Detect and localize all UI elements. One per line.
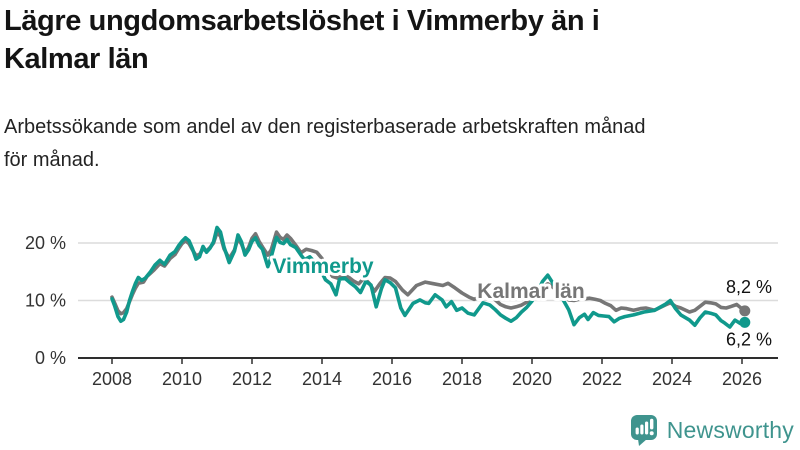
y-tick-label-0: 0 %	[35, 348, 66, 368]
x-tick-label-2018: 2018	[442, 369, 482, 389]
chart-title-line1: Lägre ungdomsarbetslöshet i Vimmerby än …	[4, 5, 600, 37]
series-end-value-kalmar-l-n: 8,2 %	[726, 277, 772, 297]
line-chart: 0 % 10 % 20 % 2008 2010 2012 2014 2016 2018 2020 2…	[0, 200, 800, 405]
x-tick-label-2022: 2022	[582, 369, 622, 389]
chart-subtitle-line1: Arbetssökande som andel av den registerb…	[4, 116, 646, 138]
chart-subtitle-line2: för månad.	[4, 149, 100, 171]
series-label-kalmar-l-n: Kalmar län	[477, 280, 584, 303]
x-tick-label-2010: 2010	[162, 369, 202, 389]
x-tick-label-2014: 2014	[302, 369, 342, 389]
series-label-vimmerby: Vimmerby	[272, 255, 373, 278]
series-line-vimmerby	[110, 225, 747, 329]
bar-chart-glyph	[635, 418, 654, 436]
chart-title: Lägre ungdomsarbetslöshet i Vimmerby än …	[4, 2, 784, 78]
x-tick-label-2012: 2012	[232, 369, 272, 389]
series-end-dot-vimmerby	[739, 316, 751, 328]
series-end-dot-kalmar-l-n	[739, 305, 751, 317]
exclamation-dot	[649, 431, 654, 436]
y-tick-label-10: 10 %	[25, 291, 66, 311]
series-end-value-vimmerby: 6,2 %	[726, 329, 772, 349]
x-tick-label-2026: 2026	[722, 369, 762, 389]
line-chart-canvas: 0 % 10 % 20 % 2008 2010 2012 2014 2016 2018 2020 2…	[25, 225, 778, 389]
chart-title-line2: Kalmar län	[4, 43, 149, 75]
newsworthy-logo-icon	[630, 415, 657, 446]
newsworthy-wordmark: Newsworthy	[666, 416, 794, 443]
x-tick-label-2024: 2024	[652, 369, 692, 389]
x-tick-label-2020: 2020	[512, 369, 552, 389]
newsworthy-branding[interactable]: Newsworthy	[630, 414, 794, 446]
y-tick-label-20: 20 %	[25, 233, 66, 253]
x-tick-label-2016: 2016	[372, 369, 412, 389]
chart-subtitle: Arbetssökande som andel av den registerb…	[4, 111, 794, 177]
x-tick-label-2008: 2008	[92, 369, 132, 389]
exclamation-bar	[649, 418, 654, 430]
